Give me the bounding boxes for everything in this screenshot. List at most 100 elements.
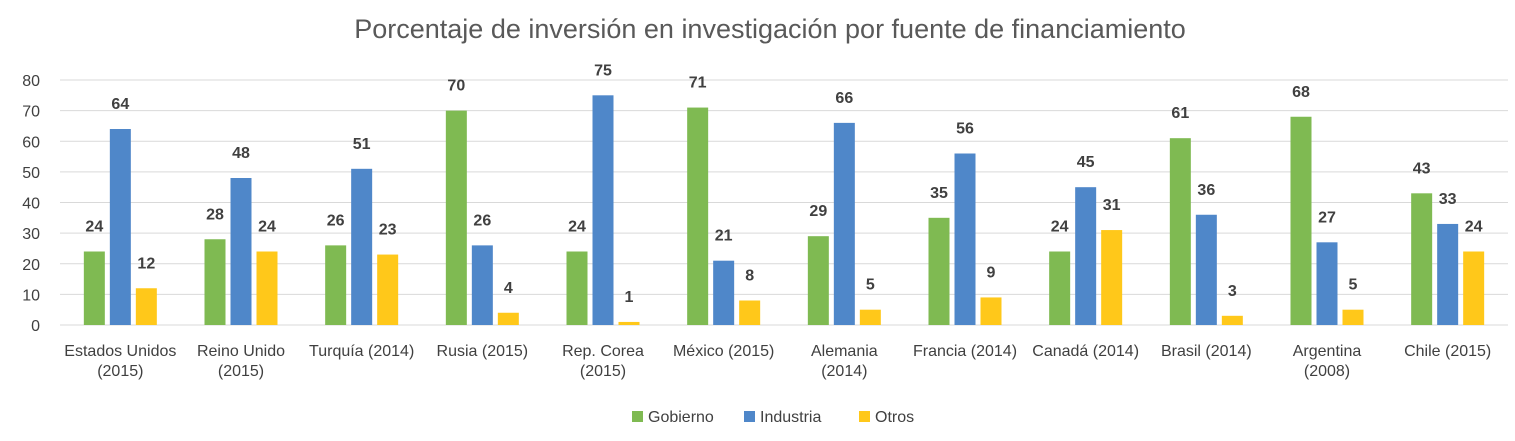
data-label: 8: [745, 268, 754, 285]
bar-otros: [256, 251, 278, 325]
category-label: Rep. Corea: [562, 343, 644, 360]
y-tick-label: 50: [22, 165, 40, 182]
bar-otros: [1221, 315, 1243, 325]
bar-otros: [1463, 251, 1485, 325]
category-label: (2015): [218, 363, 264, 380]
data-label: 3: [1228, 283, 1237, 300]
data-label: 64: [111, 96, 129, 113]
legend-swatch-otros: [859, 411, 870, 422]
x-axis-categories: Estados Unidos (2015) Reino Unido (2015) Tur…: [64, 343, 1491, 380]
y-tick-label: 20: [22, 257, 40, 274]
bars: [83, 95, 1485, 325]
data-label: 31: [1103, 197, 1121, 214]
bar-gobierno: [566, 251, 588, 325]
bar-gobierno: [1411, 193, 1433, 325]
category-label: (2008): [1304, 363, 1350, 380]
data-label: 26: [327, 212, 345, 229]
bar-gobierno: [83, 251, 105, 325]
y-tick-label: 30: [22, 226, 40, 243]
category-label: Argentina: [1293, 343, 1362, 360]
bar-gobierno: [1049, 251, 1071, 325]
data-label: 68: [1292, 84, 1310, 101]
category-label: (2015): [97, 363, 143, 380]
gridlines: [60, 79, 1508, 326]
bar-industria: [1075, 187, 1097, 325]
data-label: 35: [930, 185, 948, 202]
y-tick-label: 40: [22, 196, 40, 213]
bar-gobierno: [687, 107, 709, 325]
y-tick-label: 60: [22, 134, 40, 151]
legend-label: Gobierno: [648, 409, 714, 426]
data-label: 33: [1439, 191, 1457, 208]
bar-industria: [230, 178, 252, 325]
bar-otros: [980, 297, 1002, 325]
data-label: 48: [232, 145, 250, 162]
data-label: 24: [258, 219, 276, 236]
category-label: México (2015): [673, 343, 774, 360]
data-label: 23: [379, 222, 397, 239]
bar-industria: [471, 245, 493, 325]
bar-gobierno: [204, 239, 226, 325]
bar-otros: [618, 321, 640, 325]
data-label: 71: [689, 75, 707, 92]
y-tick-label: 10: [22, 287, 40, 304]
bar-otros: [135, 288, 157, 325]
bar-gobierno: [325, 245, 347, 325]
bar-gobierno: [1169, 138, 1191, 325]
data-label: 29: [809, 203, 827, 220]
category-label: Alemania: [811, 343, 878, 360]
bar-gobierno: [928, 217, 950, 325]
data-label: 1: [625, 289, 634, 306]
bar-otros: [739, 300, 761, 325]
bar-gobierno: [1290, 116, 1312, 325]
bar-industria: [351, 168, 373, 325]
y-axis-ticks: 0 10 20 30 40 50 60 70 80: [22, 73, 40, 335]
category-label: Canadá (2014): [1032, 343, 1139, 360]
data-label: 24: [1051, 219, 1069, 236]
data-label: 28: [206, 206, 224, 223]
legend-swatch-industria: [744, 411, 755, 422]
data-label: 21: [715, 228, 733, 245]
bar-otros: [1101, 230, 1123, 325]
category-label: Turquía (2014): [309, 343, 414, 360]
bar-industria: [1316, 242, 1338, 325]
legend-label: Industria: [760, 409, 821, 426]
bar-otros: [497, 312, 519, 325]
data-label: 24: [568, 219, 586, 236]
data-label: 45: [1077, 154, 1095, 171]
category-label: (2014): [821, 363, 867, 380]
bar-industria: [954, 153, 976, 325]
data-label: 70: [447, 78, 465, 95]
y-tick-label: 70: [22, 104, 40, 121]
category-label: Brasil (2014): [1161, 343, 1252, 360]
data-label: 24: [85, 219, 103, 236]
category-label: Estados Unidos: [64, 343, 176, 360]
category-label: Francia (2014): [913, 343, 1017, 360]
bar-otros: [1342, 309, 1364, 325]
bar-gobierno: [445, 110, 467, 325]
bar-industria: [833, 122, 855, 325]
bar-gobierno: [807, 236, 829, 325]
data-label: 27: [1318, 209, 1336, 226]
y-tick-label: 0: [31, 318, 40, 335]
data-label: 43: [1413, 160, 1431, 177]
legend-swatch-gobierno: [632, 411, 643, 422]
data-label: 66: [835, 90, 853, 107]
data-label: 4: [504, 280, 513, 297]
data-label: 56: [956, 121, 974, 138]
bar-industria: [713, 260, 735, 325]
legend-label: Otros: [875, 409, 914, 426]
bar-industria: [1195, 214, 1217, 325]
category-label: Rusia (2015): [437, 343, 529, 360]
category-label: Reino Unido: [197, 343, 285, 360]
data-label: 5: [1349, 277, 1358, 294]
chart-title: Porcentaje de inversión en investigación…: [354, 14, 1186, 44]
bar-otros: [377, 254, 399, 325]
data-label: 9: [987, 264, 996, 281]
data-label: 24: [1465, 219, 1483, 236]
data-label: 36: [1197, 182, 1215, 199]
category-label: (2015): [580, 363, 626, 380]
category-label: Chile (2015): [1404, 343, 1491, 360]
